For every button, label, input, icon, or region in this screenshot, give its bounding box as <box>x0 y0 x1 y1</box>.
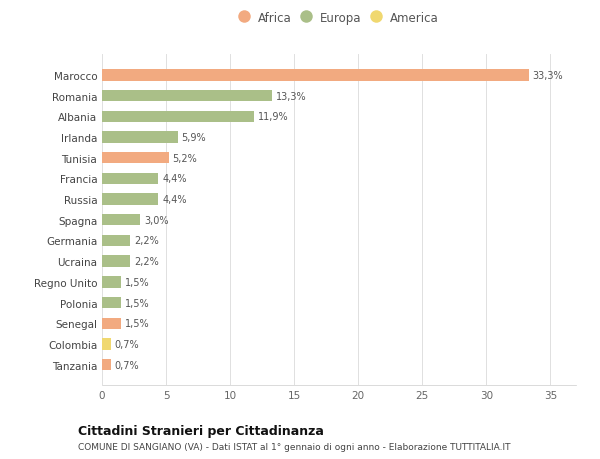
Bar <box>102 112 254 123</box>
Text: 0,7%: 0,7% <box>115 339 139 349</box>
Text: 2,2%: 2,2% <box>134 236 159 246</box>
Text: 5,2%: 5,2% <box>172 153 197 163</box>
Bar <box>102 174 158 185</box>
Bar <box>102 91 272 102</box>
Bar <box>102 70 529 81</box>
Text: 1,5%: 1,5% <box>125 277 149 287</box>
Text: 4,4%: 4,4% <box>162 195 187 205</box>
Text: 4,4%: 4,4% <box>162 174 187 184</box>
Bar <box>102 215 140 226</box>
Bar <box>102 297 121 308</box>
Text: 2,2%: 2,2% <box>134 257 159 267</box>
Text: 5,9%: 5,9% <box>181 133 206 143</box>
Bar <box>102 153 169 164</box>
Bar <box>102 318 121 329</box>
Text: 1,5%: 1,5% <box>125 298 149 308</box>
Text: COMUNE DI SANGIANO (VA) - Dati ISTAT al 1° gennaio di ogni anno - Elaborazione T: COMUNE DI SANGIANO (VA) - Dati ISTAT al … <box>78 442 511 451</box>
Text: 13,3%: 13,3% <box>276 91 307 101</box>
Bar <box>102 277 121 288</box>
Text: 11,9%: 11,9% <box>258 112 289 122</box>
Text: 0,7%: 0,7% <box>115 360 139 370</box>
Legend: Africa, Europa, America: Africa, Europa, America <box>236 8 442 28</box>
Text: 1,5%: 1,5% <box>125 319 149 329</box>
Text: Cittadini Stranieri per Cittadinanza: Cittadini Stranieri per Cittadinanza <box>78 425 324 437</box>
Bar <box>102 256 130 267</box>
Bar <box>102 339 111 350</box>
Bar <box>102 194 158 205</box>
Bar <box>102 132 178 143</box>
Text: 3,0%: 3,0% <box>144 215 169 225</box>
Text: 33,3%: 33,3% <box>532 71 563 81</box>
Bar <box>102 359 111 370</box>
Bar <box>102 235 130 246</box>
